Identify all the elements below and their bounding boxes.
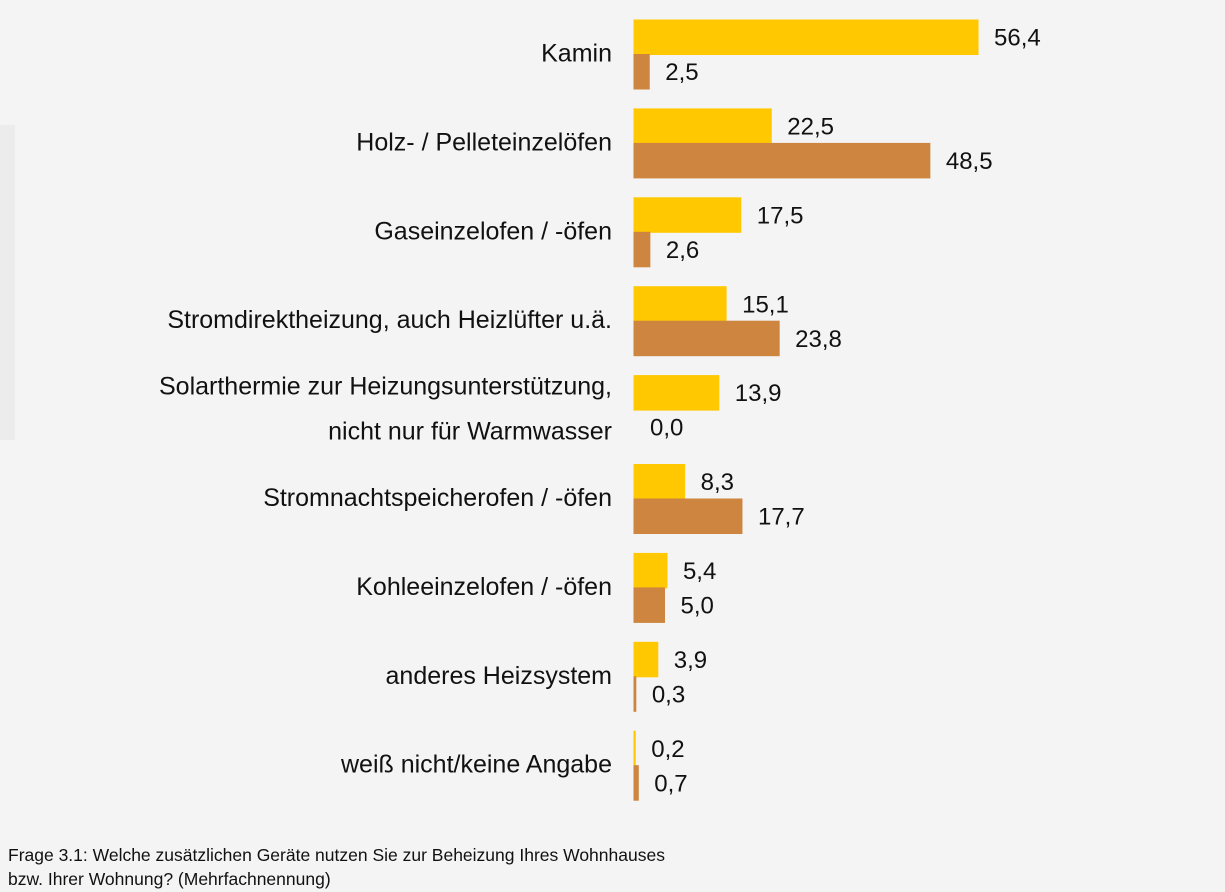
category-label: Kamin	[541, 39, 612, 67]
category-label: Holz- / Pelleteinzelöfen	[356, 128, 612, 156]
bar	[633, 320, 780, 357]
value-label: 23,8	[795, 326, 842, 353]
bar	[633, 54, 650, 90]
footnote: Frage 3.1: Welche zusätzlichen Geräte nu…	[8, 845, 665, 889]
side-panel	[0, 125, 15, 440]
bar	[633, 19, 979, 55]
bar	[633, 730, 636, 767]
value-label: 2,5	[665, 59, 698, 86]
category-label: Stromdirektheizung, auch Heizlüfter u.ä.	[167, 306, 612, 334]
category-label: Stromnachtspeicherofen / -öfen	[263, 484, 612, 512]
value-label: 5,0	[681, 592, 714, 619]
value-label: 2,6	[666, 237, 699, 264]
bar	[633, 108, 772, 144]
bar	[633, 375, 720, 411]
value-label: 3,9	[674, 647, 707, 674]
bar	[633, 552, 668, 589]
value-label: 0,2	[651, 736, 684, 763]
bar	[633, 765, 639, 801]
category-label: weiß nicht/keine Angabe	[340, 750, 612, 778]
bar	[633, 587, 665, 623]
category-label: Kohleeinzelofen / -öfen	[356, 573, 612, 601]
bar	[633, 498, 743, 534]
category-label: anderes Heizsystem	[386, 661, 612, 689]
value-label: 0,7	[654, 770, 687, 797]
bar	[633, 142, 931, 179]
value-label: 17,7	[758, 504, 805, 531]
bar	[633, 197, 742, 233]
bar	[633, 676, 637, 712]
bar	[633, 231, 651, 268]
value-label: 5,4	[683, 558, 716, 585]
value-label: 13,9	[735, 380, 782, 407]
value-label: 56,4	[994, 25, 1041, 52]
chart: Kamin 56,4 2,5 Holz- / Pelleteinzelöfen 22,5…	[0, 19, 1041, 801]
value-label: 17,5	[757, 202, 804, 229]
value-label: 15,1	[742, 291, 789, 318]
value-label: 8,3	[701, 469, 734, 496]
value-label: 0,0	[650, 415, 683, 442]
value-label: 0,3	[652, 681, 685, 708]
bar	[633, 286, 727, 322]
bar	[633, 641, 659, 678]
category-label: Solarthermie zur Heizungsunterstützung, n…	[159, 372, 612, 445]
bar	[633, 464, 686, 500]
value-label: 48,5	[946, 148, 993, 175]
category-label: Gaseinzelofen / -öfen	[374, 217, 612, 245]
value-label: 22,5	[787, 113, 834, 140]
